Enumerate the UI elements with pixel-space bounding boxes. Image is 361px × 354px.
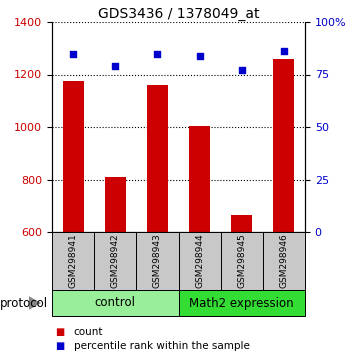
- Point: [281, 48, 287, 54]
- Text: GSM298943: GSM298943: [153, 234, 162, 289]
- Text: count: count: [74, 327, 103, 337]
- Bar: [147, 85, 168, 232]
- Bar: [263, 232, 305, 290]
- Text: GSM298945: GSM298945: [237, 234, 246, 289]
- Bar: [221, 232, 263, 290]
- Text: protocol: protocol: [0, 297, 48, 309]
- Point: [112, 63, 118, 69]
- Point: [70, 51, 76, 56]
- Bar: [178, 232, 221, 290]
- Bar: [94, 232, 136, 290]
- Point: [197, 53, 203, 58]
- Title: GDS3436 / 1378049_at: GDS3436 / 1378049_at: [98, 7, 259, 21]
- Text: percentile rank within the sample: percentile rank within the sample: [74, 341, 249, 351]
- Bar: [136, 232, 178, 290]
- Bar: [52, 290, 178, 316]
- Text: GSM298944: GSM298944: [195, 234, 204, 288]
- Point: [155, 51, 160, 56]
- Bar: [52, 232, 94, 290]
- Bar: [178, 290, 305, 316]
- Point: [239, 68, 245, 73]
- Text: ■: ■: [56, 341, 65, 351]
- Polygon shape: [29, 296, 41, 310]
- Text: GSM298946: GSM298946: [279, 234, 288, 289]
- Text: GSM298941: GSM298941: [69, 234, 78, 289]
- Text: ■: ■: [56, 327, 65, 337]
- Text: control: control: [95, 297, 136, 309]
- Bar: [62, 81, 84, 232]
- Bar: [105, 177, 126, 232]
- Text: GSM298942: GSM298942: [111, 234, 120, 288]
- Bar: [189, 126, 210, 232]
- Bar: [273, 59, 295, 232]
- Bar: [231, 215, 252, 232]
- Text: Math2 expression: Math2 expression: [190, 297, 294, 309]
